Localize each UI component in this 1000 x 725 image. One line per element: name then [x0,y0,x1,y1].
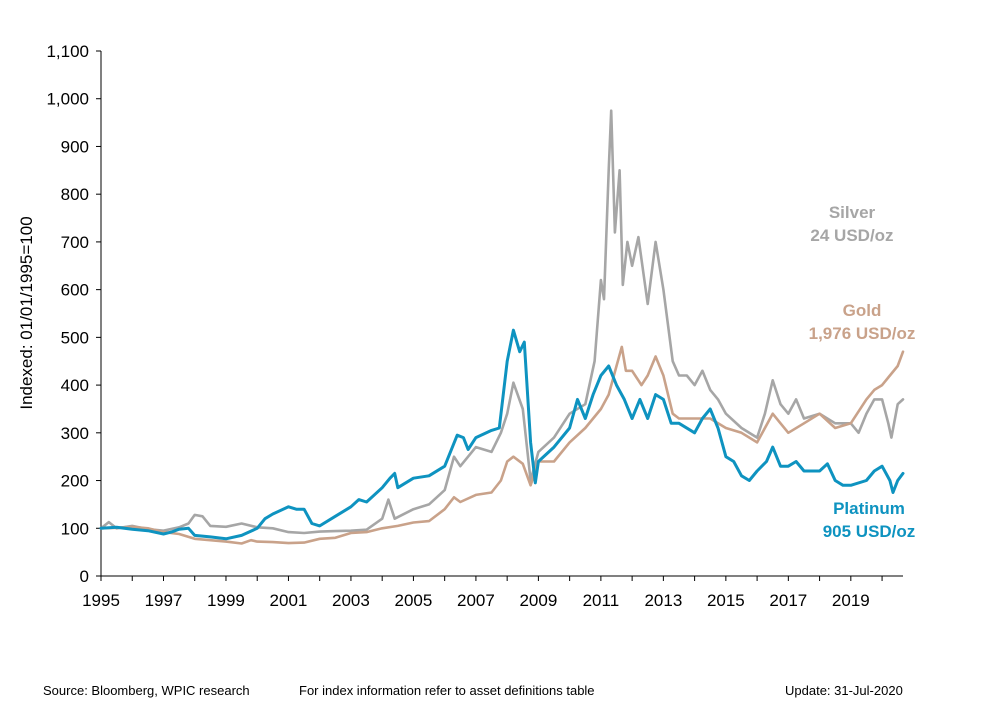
x-tick-label: 2017 [769,591,807,610]
y-tick-label: 100 [61,519,89,538]
y-tick-label: 900 [61,137,89,156]
footer-note: For index information refer to asset def… [299,683,595,698]
y-tick-label: 200 [61,472,89,491]
footer-source: Source: Bloomberg, WPIC research [43,683,250,698]
footer-update: Update: 31-Jul-2020 [785,683,903,698]
y-tick-label: 700 [61,233,89,252]
x-tick-label: 2005 [395,591,433,610]
x-tick-label: 2003 [332,591,370,610]
x-tick-label: 2013 [644,591,682,610]
x-tick-label: 2011 [583,591,620,610]
series-label-silver-name: Silver [829,203,876,222]
x-tick-label: 2009 [519,591,557,610]
series-label-silver-price: 24 USD/oz [810,226,893,245]
x-tick-label: 2019 [832,591,870,610]
chart-axes: 0 100 200 300 400 500 600 700 800 900 1,000 1,100 19… [46,42,903,610]
series-labels: Silver 24 USD/oz Gold 1,976 USD/oz Platinum 9… [809,203,916,541]
x-tick-label: 2015 [707,591,745,610]
y-tick-label: 800 [61,185,89,204]
y-tick-label: 600 [61,281,89,300]
x-tick-label: 1995 [82,591,120,610]
series-line-platinum [99,328,905,541]
x-tick-label: 2001 [270,591,308,610]
series-label-gold-name: Gold [843,301,882,320]
y-tick-label: 300 [61,424,89,443]
y-tick-label: 0 [80,567,89,586]
x-tick-label: 1997 [145,591,183,610]
series-label-platinum-price: 905 USD/oz [823,522,916,541]
y-tick-label: 400 [61,376,89,395]
x-tick-label: 1999 [207,591,245,610]
series-layer [99,109,905,545]
y-tick-label: 1,100 [46,42,89,61]
series-label-gold-price: 1,976 USD/oz [809,324,916,343]
series-line-gold [99,345,905,545]
x-tick-label: 2007 [457,591,495,610]
series-label-platinum-name: Platinum [833,499,905,518]
series-line-silver [99,109,905,535]
y-tick-label: 500 [61,328,89,347]
y-axis-label: Indexed: 01/01/1995=100 [17,216,36,409]
y-tick-label: 1,000 [46,90,89,109]
